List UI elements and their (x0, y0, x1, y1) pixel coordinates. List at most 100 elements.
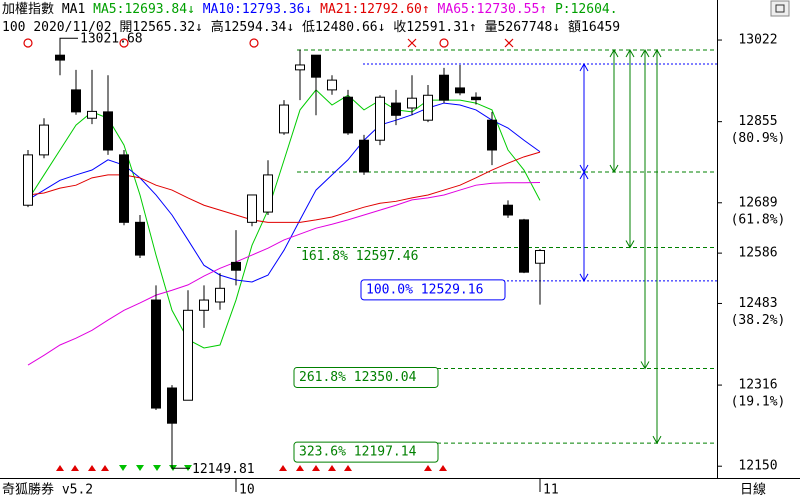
signal-circle (439, 38, 449, 48)
signal-circle (23, 38, 33, 48)
header-item: 2020/11/02 (33, 20, 111, 35)
level-label: 100.0% 12529.16 (366, 282, 483, 297)
candle-body (151, 299, 161, 409)
y-tick-label: 12150 (738, 459, 777, 474)
buy-signals (56, 465, 447, 471)
header-item: 高12594.34↓ (211, 19, 294, 35)
window-button[interactable] (770, 0, 790, 17)
ma-line (27, 102, 541, 283)
arrow-head (640, 48, 650, 370)
candle-body (103, 111, 113, 151)
footer-left: 奇狐勝券 v5.2 (2, 482, 93, 498)
candle-body (439, 74, 449, 101)
candle-body (311, 54, 321, 78)
y-tick-label: 12316 (738, 378, 777, 393)
candle-body (327, 79, 337, 91)
y-tick-note: (38.2%) (731, 313, 786, 328)
candle-body (375, 96, 385, 141)
candle-body (487, 119, 497, 151)
header-item: 額16459 (568, 20, 620, 35)
header-line: 加權指數 MA1 MA5:12693.84↓ MA10:12793.36↓ MA… (2, 2, 618, 17)
level-label: 323.6% 12197.14 (299, 445, 417, 460)
candle-body (455, 87, 465, 94)
header-item: 收12591.31↑ (393, 20, 476, 35)
y-tick-label: 13022 (738, 33, 777, 48)
header-line: 100 2020/11/02 開12565.32↓ 高12594.34↓ 低12… (2, 19, 620, 35)
bottom-signals (56, 465, 447, 471)
signal-cross (504, 38, 514, 48)
arrow-head (579, 170, 589, 282)
candle-body (199, 299, 209, 311)
window-button-icon (775, 4, 785, 13)
level-label: 161.8% 12597.46 (301, 249, 418, 264)
candle-body (87, 110, 97, 119)
level-label-box (293, 441, 439, 463)
arrow-head (609, 48, 619, 173)
header: 加權指數 MA1 MA5:12693.84↓ MA10:12793.36↓ MA… (2, 2, 620, 35)
level-label-box (360, 279, 506, 301)
candle-body (39, 124, 49, 156)
y-tick-label: 12689 (738, 195, 777, 210)
high-label: 13021.68 (80, 32, 143, 47)
candle-body (231, 261, 241, 271)
candle-body (167, 387, 177, 424)
candle-body (183, 309, 193, 401)
y-tick-note: (19.1%) (731, 395, 786, 410)
candle-body (503, 204, 513, 216)
candle-body (391, 102, 401, 116)
candle-body (407, 97, 417, 109)
y-tick-label: 12483 (738, 296, 777, 311)
y-tick-label: 12586 (738, 246, 777, 261)
level-label: 261.8% 12350.04 (299, 370, 417, 385)
signals (23, 38, 514, 48)
header-item: 100 (2, 20, 25, 35)
header-item: 開12565.32↓ (119, 20, 202, 35)
header-item: P:12604. (555, 2, 618, 17)
header-item: MA10:12793.36↓ (203, 2, 313, 17)
signal-circle (119, 38, 129, 48)
candle-body (535, 250, 545, 264)
candle-body (279, 104, 289, 134)
candle-body (119, 154, 129, 223)
ma-line (27, 151, 541, 223)
candle-body (23, 154, 33, 206)
arrow-head (652, 48, 662, 445)
header-item: 加權指數 (2, 2, 54, 17)
ma-line (27, 89, 541, 349)
candle-body (55, 54, 65, 61)
header-item: MA65:12730.55↑ (438, 2, 548, 17)
candle-body (263, 174, 273, 213)
footer-right: 日線 (740, 482, 766, 498)
y-tick-label: 12855 (738, 114, 777, 129)
header-item: MA21:12792.60↑ (320, 2, 430, 17)
signal-cross (407, 38, 417, 48)
candle-body (215, 287, 225, 303)
sell-signals (119, 465, 192, 471)
candle-body (359, 139, 369, 173)
candle-body (247, 194, 257, 223)
y-tick-note: (80.9%) (731, 131, 786, 146)
header-item: 量5267748↓ (485, 20, 561, 35)
candle-body (343, 96, 353, 134)
header-item: MA1 (62, 2, 85, 17)
candle-body (135, 221, 145, 256)
header-item: 低12480.66↓ (302, 20, 385, 35)
candle-body (471, 96, 481, 101)
level-label-box (293, 366, 439, 388)
signal-circle (249, 38, 259, 48)
low-label: 12149.81 (192, 462, 255, 477)
high-pointer (59, 37, 78, 44)
candle-body (295, 64, 305, 71)
low-pointer (171, 463, 190, 469)
x-tick-label: 11 (543, 483, 559, 498)
header-item: MA5:12693.84↓ (93, 2, 195, 17)
y-tick-note: (61.8%) (731, 212, 786, 227)
arrow-head (625, 48, 635, 249)
candle-body (519, 219, 529, 273)
candle-body (71, 89, 81, 113)
candle-body (423, 94, 433, 121)
ma-line (27, 181, 541, 366)
